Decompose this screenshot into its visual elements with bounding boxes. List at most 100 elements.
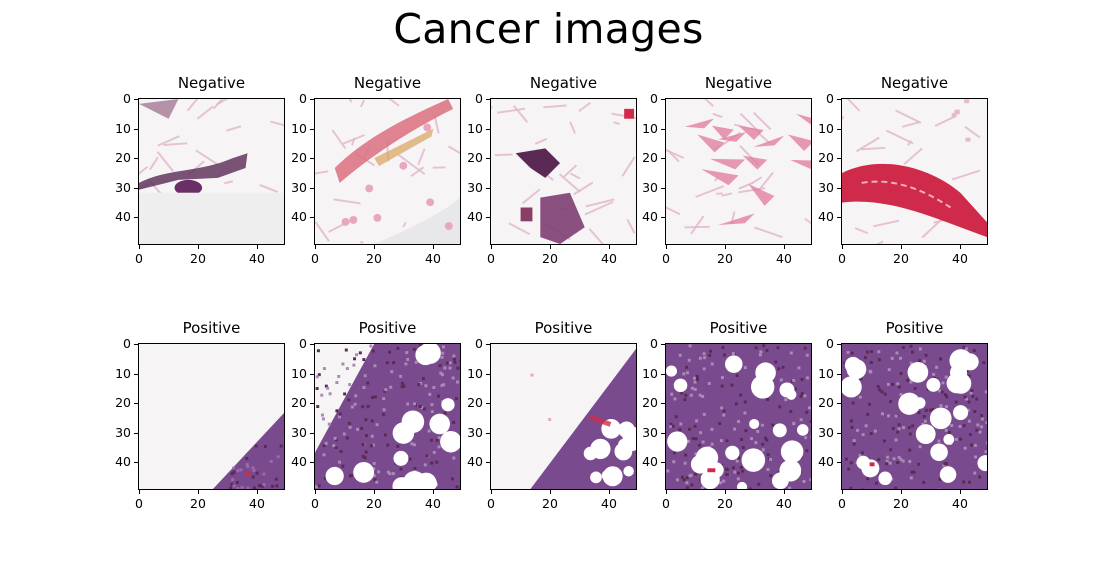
- y-tick-mark: [134, 344, 138, 345]
- x-tick-mark: [609, 490, 610, 494]
- x-tick-label: 0: [487, 251, 495, 266]
- y-tick-mark: [486, 99, 490, 100]
- tissue-image-drawing: [842, 99, 987, 244]
- y-tick-mark: [486, 433, 490, 434]
- image-panel: Negative 0 10 20 30 40 0 20 40: [115, 74, 285, 266]
- panel-title: Negative: [353, 74, 422, 92]
- y-tick-mark: [134, 99, 138, 100]
- x-tick-label: 0: [838, 496, 846, 511]
- y-tick-mark: [837, 433, 841, 434]
- x-tick-label: 0: [311, 496, 319, 511]
- x-tick-mark: [257, 245, 258, 249]
- y-tick-mark: [486, 344, 490, 345]
- x-tick-label: 20: [717, 251, 733, 266]
- y-tick-label: 10: [467, 366, 483, 381]
- panel-title: Positive: [885, 319, 944, 337]
- y-tick-mark: [661, 188, 665, 189]
- x-tick-label: 40: [425, 496, 441, 511]
- image-panel: Positive 0 10 20 30 40 0 20 40: [467, 319, 637, 511]
- y-tick-label: 30: [115, 180, 131, 195]
- x-tick-label: 40: [249, 251, 265, 266]
- y-tick-label: 10: [818, 121, 834, 136]
- y-tick-mark: [310, 188, 314, 189]
- y-tick-mark: [837, 344, 841, 345]
- x-tick-mark: [315, 245, 316, 249]
- tissue-image-drawing: [666, 344, 811, 489]
- y-tick-mark: [837, 462, 841, 463]
- y-tick-label: 40: [115, 209, 131, 224]
- y-tick-label: 20: [818, 395, 834, 410]
- x-tick-label: 20: [893, 251, 909, 266]
- y-tick-label: 20: [467, 150, 483, 165]
- y-tick-mark: [661, 129, 665, 130]
- y-tick-mark: [837, 129, 841, 130]
- tissue-image: [314, 343, 461, 490]
- x-tick-mark: [491, 245, 492, 249]
- x-tick-mark: [609, 245, 610, 249]
- y-tick-mark: [661, 433, 665, 434]
- image-panel: Positive 0 10 20 30 40 0 20 40: [115, 319, 285, 511]
- y-tick-label: 30: [642, 180, 658, 195]
- y-tick-mark: [837, 99, 841, 100]
- y-tick-mark: [661, 462, 665, 463]
- x-tick-label: 40: [776, 251, 792, 266]
- y-tick-label: 0: [299, 91, 307, 106]
- y-tick-mark: [486, 158, 490, 159]
- x-tick-label: 40: [952, 251, 968, 266]
- y-tick-mark: [661, 344, 665, 345]
- x-tick-label: 0: [662, 251, 670, 266]
- y-tick-label: 30: [291, 425, 307, 440]
- y-tick-mark: [310, 217, 314, 218]
- y-tick-label: 30: [115, 425, 131, 440]
- tissue-image: [138, 343, 285, 490]
- tissue-image: [841, 343, 988, 490]
- x-tick-mark: [491, 490, 492, 494]
- y-tick-mark: [134, 462, 138, 463]
- tissue-image-drawing: [666, 99, 811, 239]
- tissue-image-drawing: [315, 99, 460, 244]
- y-tick-mark: [134, 217, 138, 218]
- y-tick-label: 40: [115, 454, 131, 469]
- y-tick-label: 20: [291, 395, 307, 410]
- panel-title: Negative: [704, 74, 773, 92]
- y-tick-mark: [486, 188, 490, 189]
- x-tick-label: 40: [425, 251, 441, 266]
- y-tick-label: 0: [299, 336, 307, 351]
- y-tick-label: 0: [123, 336, 131, 351]
- tissue-image-drawing: [212, 344, 284, 489]
- x-tick-label: 20: [893, 496, 909, 511]
- y-tick-label: 0: [475, 91, 483, 106]
- y-tick-label: 30: [818, 180, 834, 195]
- y-tick-label: 40: [642, 454, 658, 469]
- tissue-image-drawing: [842, 344, 987, 489]
- x-tick-label: 20: [542, 251, 558, 266]
- x-tick-label: 40: [776, 496, 792, 511]
- x-tick-label: 0: [487, 496, 495, 511]
- y-tick-mark: [486, 374, 490, 375]
- tissue-image-drawing: [139, 99, 284, 244]
- tissue-image-drawing: [491, 102, 636, 244]
- x-tick-mark: [374, 490, 375, 494]
- x-tick-mark: [842, 245, 843, 249]
- x-tick-label: 40: [601, 251, 617, 266]
- x-tick-mark: [374, 245, 375, 249]
- y-tick-mark: [134, 158, 138, 159]
- y-tick-mark: [486, 462, 490, 463]
- panel-title: Positive: [358, 319, 417, 337]
- y-tick-label: 10: [642, 121, 658, 136]
- y-tick-label: 30: [642, 425, 658, 440]
- y-tick-mark: [837, 374, 841, 375]
- y-tick-mark: [837, 158, 841, 159]
- x-tick-label: 0: [838, 251, 846, 266]
- x-tick-label: 0: [311, 251, 319, 266]
- y-tick-label: 10: [115, 366, 131, 381]
- y-tick-label: 40: [818, 454, 834, 469]
- y-tick-label: 40: [467, 454, 483, 469]
- y-tick-mark: [310, 374, 314, 375]
- y-tick-mark: [134, 374, 138, 375]
- image-panel: Negative 0 10 20 30 40 0 20 40: [642, 74, 812, 266]
- tissue-image: [665, 98, 812, 245]
- x-tick-label: 20: [717, 496, 733, 511]
- y-tick-mark: [310, 99, 314, 100]
